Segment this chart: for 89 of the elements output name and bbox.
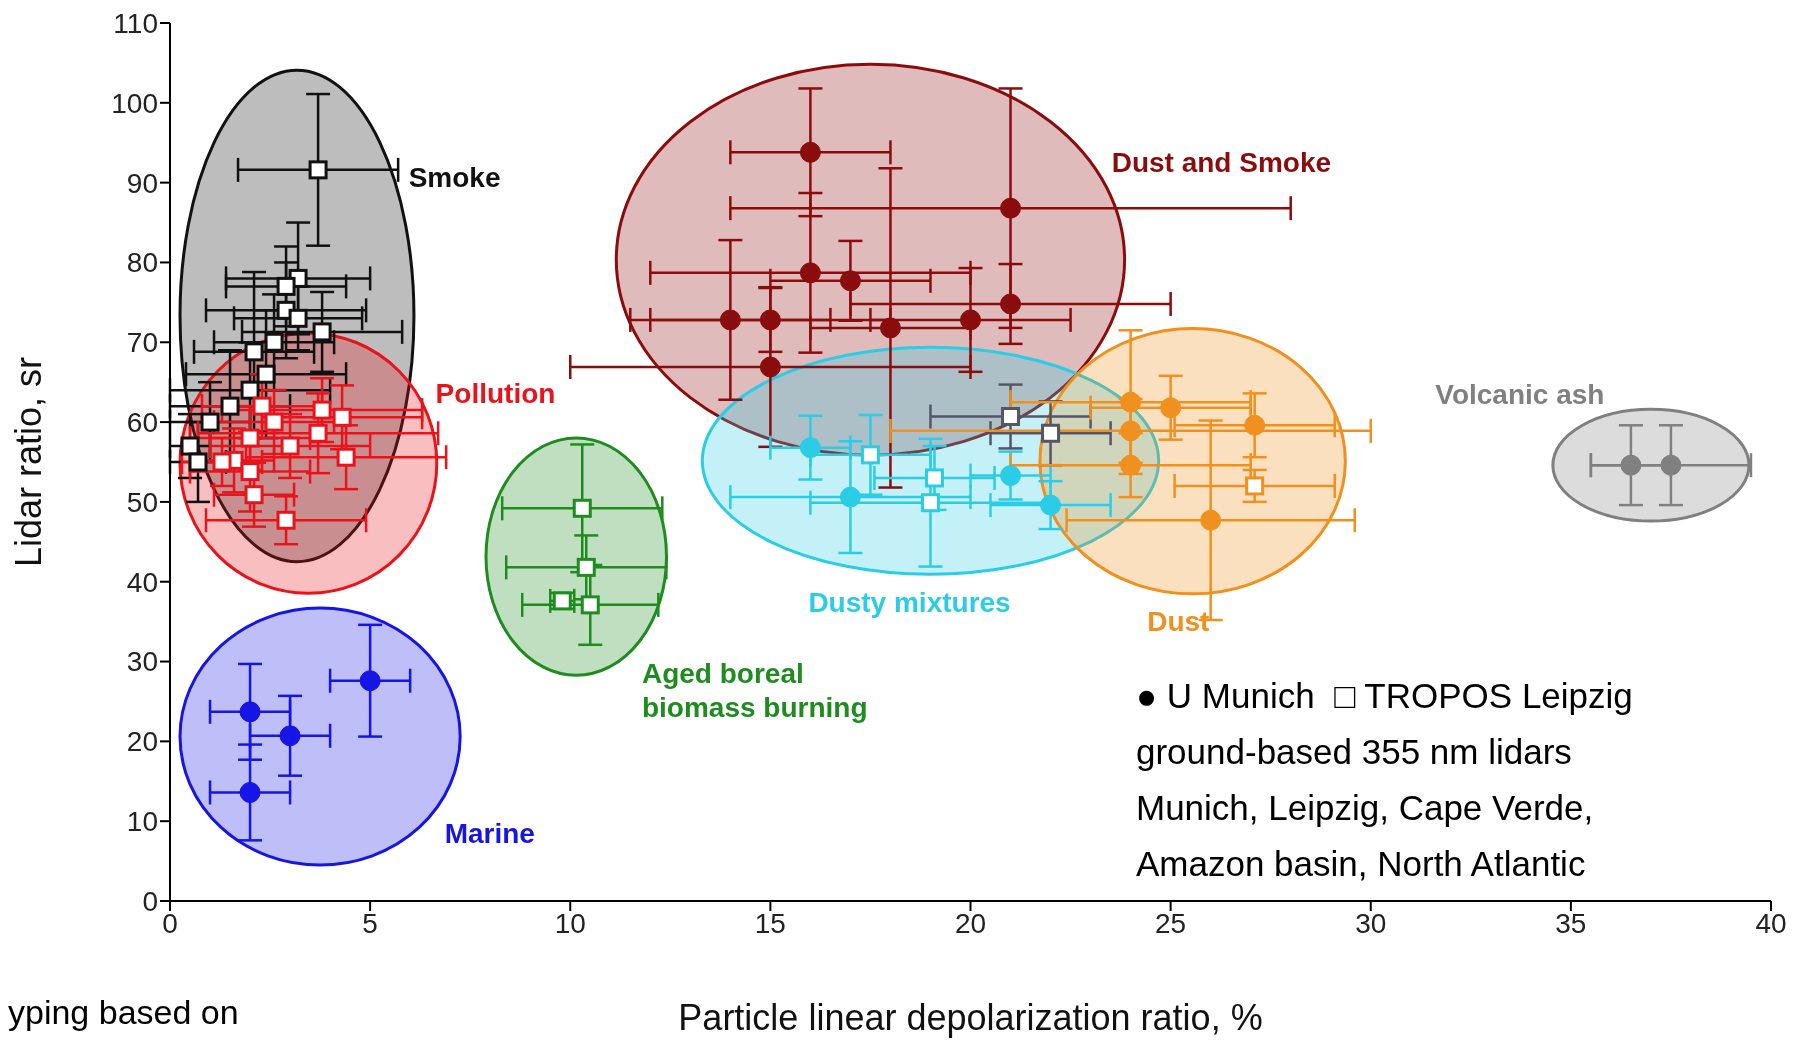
point bbox=[312, 322, 332, 342]
point bbox=[1245, 476, 1265, 496]
annotation: ● U Munich □ TROPOS Leipzig ground-based 355 nm lidars Munich, Leipzig, Cape Verde, Amazon basin, North Atlantic bbox=[1136, 675, 1633, 885]
point bbox=[1120, 454, 1142, 476]
point bbox=[1620, 454, 1642, 476]
point bbox=[239, 701, 261, 723]
y-tick-label: 80 bbox=[126, 247, 158, 279]
point bbox=[1244, 414, 1266, 436]
point bbox=[308, 160, 328, 180]
point bbox=[244, 342, 264, 362]
text: Aged boreal biomass burning bbox=[641, 657, 868, 723]
point bbox=[279, 725, 301, 747]
y-tick-label: 30 bbox=[126, 646, 158, 678]
point bbox=[719, 309, 741, 331]
x-tick-label: 40 bbox=[1755, 907, 1787, 939]
point bbox=[220, 396, 240, 416]
point bbox=[180, 436, 200, 456]
y-tick-label: 60 bbox=[126, 407, 158, 439]
point bbox=[960, 309, 981, 331]
y-tick-label: 50 bbox=[126, 486, 158, 518]
text: Smoke bbox=[408, 162, 501, 194]
x-tick-label: 25 bbox=[1155, 907, 1187, 939]
point bbox=[239, 781, 261, 803]
x-tick-label: 15 bbox=[754, 907, 786, 939]
point bbox=[1660, 454, 1682, 476]
point bbox=[572, 498, 592, 518]
y-tick-label: 40 bbox=[126, 566, 158, 598]
point bbox=[759, 356, 781, 378]
x-tick-label: 30 bbox=[1355, 907, 1387, 939]
point bbox=[256, 364, 276, 384]
x-tick-label: 0 bbox=[162, 907, 178, 939]
point bbox=[1000, 465, 1022, 487]
point bbox=[576, 557, 596, 577]
point bbox=[1001, 407, 1021, 426]
y-tick-label: 100 bbox=[111, 87, 158, 119]
text: Marine bbox=[444, 818, 535, 850]
point bbox=[336, 447, 356, 467]
point bbox=[212, 452, 232, 472]
text: yping based on bbox=[8, 993, 239, 1032]
point bbox=[188, 452, 208, 472]
point bbox=[276, 510, 296, 530]
point bbox=[799, 141, 821, 163]
point bbox=[1040, 494, 1062, 516]
point bbox=[308, 423, 328, 443]
y-axis-title: Lidar ratio, sr bbox=[7, 356, 49, 568]
point bbox=[759, 309, 781, 331]
point bbox=[580, 595, 600, 615]
point bbox=[1120, 391, 1142, 413]
x-tick-label: 20 bbox=[954, 907, 987, 939]
text: Pollution bbox=[435, 378, 556, 410]
point bbox=[359, 670, 381, 692]
x-axis-title: Particle linear depolarization ratio, % bbox=[678, 997, 1263, 1038]
point bbox=[264, 332, 284, 352]
point bbox=[799, 262, 821, 284]
text: Dust and Smoke bbox=[1111, 147, 1332, 178]
y-tick-label: 110 bbox=[113, 7, 158, 39]
x-tick-label: 5 bbox=[362, 907, 378, 939]
point bbox=[264, 412, 284, 432]
point bbox=[879, 317, 901, 339]
y-tick-label: 90 bbox=[126, 167, 158, 199]
text: Dusty mixtures bbox=[808, 586, 1011, 618]
point bbox=[244, 485, 264, 505]
y-tick-label: 0 bbox=[142, 885, 158, 917]
point bbox=[920, 493, 940, 513]
point bbox=[312, 400, 332, 420]
point bbox=[1000, 293, 1022, 315]
point bbox=[839, 486, 861, 508]
point bbox=[1041, 423, 1061, 443]
point bbox=[252, 396, 272, 416]
point bbox=[288, 308, 308, 328]
y-tick-label: 20 bbox=[126, 726, 158, 758]
point bbox=[240, 380, 260, 400]
point bbox=[924, 468, 944, 488]
point bbox=[332, 407, 352, 427]
point bbox=[860, 445, 880, 465]
point bbox=[839, 270, 861, 292]
point bbox=[1000, 197, 1022, 219]
point bbox=[280, 436, 300, 456]
y-tick-label: 70 bbox=[126, 327, 158, 359]
point bbox=[1120, 420, 1142, 442]
point bbox=[276, 276, 296, 296]
point bbox=[1160, 397, 1182, 419]
series-label: Volcanic ash bbox=[1435, 378, 1605, 410]
x-tick-label: 35 bbox=[1555, 907, 1587, 939]
point bbox=[799, 437, 821, 459]
point bbox=[1200, 509, 1222, 531]
x-tick-label: 10 bbox=[554, 907, 586, 939]
text: Dust bbox=[1147, 606, 1210, 638]
y-tick-label: 10 bbox=[126, 806, 158, 838]
